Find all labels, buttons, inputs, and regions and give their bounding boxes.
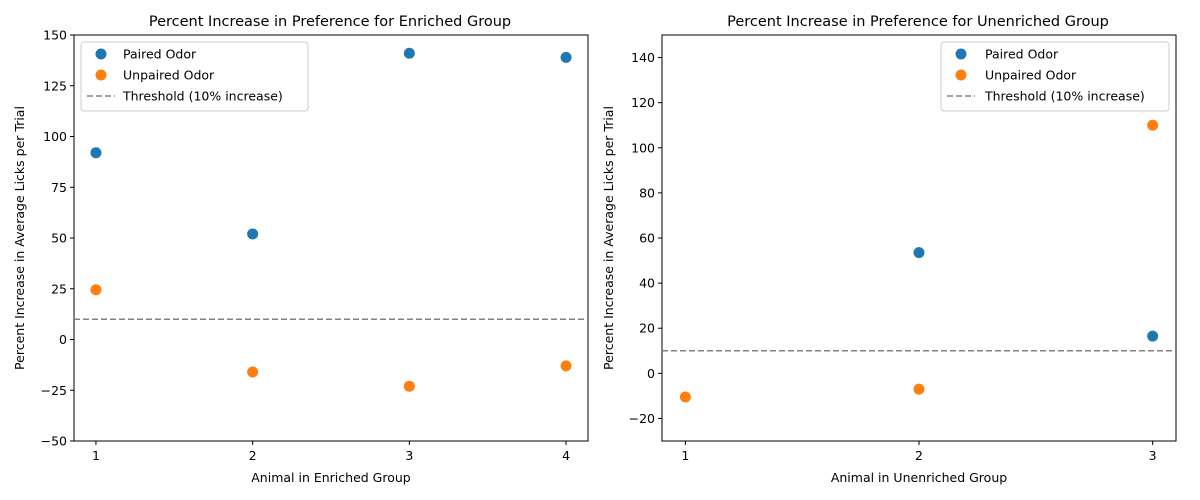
legend-marker-unpaired-odor (955, 69, 967, 81)
legend-box (80, 41, 309, 112)
x-tick-label: 3 (405, 448, 413, 463)
y-tick-label: 140 (631, 50, 655, 65)
unenriched-group-chart: Percent Increase in Preference for Unenr… (601, 14, 1177, 485)
point-unpaired-odor-animal-3 (1147, 119, 1159, 131)
chart-title: Percent Increase in Preference for Enric… (149, 14, 511, 30)
legend-label-unpaired-odor: Unpaired Odor (985, 68, 1077, 83)
y-tick-label: 0 (59, 332, 67, 347)
y-tick-label: 100 (631, 140, 655, 155)
x-tick-label: 2 (915, 448, 923, 463)
point-paired-odor-animal-4 (560, 51, 572, 63)
y-tick-label: 120 (631, 95, 655, 110)
y-tick-label: 125 (43, 78, 67, 93)
point-unpaired-odor-animal-2 (913, 383, 925, 395)
legend-marker-paired-odor (955, 48, 967, 60)
x-tick-label: 1 (681, 448, 689, 463)
point-unpaired-odor-animal-1 (679, 391, 691, 403)
y-tick-label: 20 (639, 321, 655, 336)
y-tick-label: 50 (51, 231, 67, 246)
y-tick-label: 25 (51, 281, 67, 296)
enriched-group-chart: Percent Increase in Preference for Enric… (12, 14, 589, 485)
legend-label-unpaired-odor: Unpaired Odor (123, 68, 215, 83)
y-tick-label: 150 (43, 28, 67, 43)
point-paired-odor-animal-2 (913, 247, 925, 259)
point-paired-odor-animal-3 (403, 47, 415, 59)
y-tick-label: 40 (639, 276, 655, 291)
legend-box (940, 41, 1170, 112)
data-points (90, 47, 572, 392)
x-tick-label: 4 (562, 448, 570, 463)
legend-label-threshold: Threshold (10% increase) (984, 89, 1145, 104)
y-tick-label: −20 (629, 411, 655, 426)
legend: Paired Odor Unpaired Odor Threshold (10%… (940, 41, 1170, 112)
y-tick-label: 80 (639, 185, 655, 200)
legend-marker-paired-odor (95, 48, 107, 60)
data-points (679, 119, 1159, 403)
legend-label-paired-odor: Paired Odor (985, 47, 1059, 62)
point-unpaired-odor-animal-4 (560, 360, 572, 372)
point-paired-odor-animal-3 (1147, 330, 1159, 342)
axis-ticks: −50 −25 0 25 50 75 100 125 150 1 2 3 4 (41, 28, 570, 464)
legend: Paired Odor Unpaired Odor Threshold (10%… (80, 41, 309, 112)
point-paired-odor-animal-2 (247, 228, 259, 240)
y-axis-label: Percent Increase in Average Licks per Tr… (12, 106, 27, 370)
y-tick-label: 75 (51, 180, 67, 195)
legend-label-paired-odor: Paired Odor (123, 47, 197, 62)
y-tick-label: 60 (639, 231, 655, 246)
point-paired-odor-animal-1 (90, 147, 102, 159)
y-tick-label: −25 (41, 383, 67, 398)
x-axis-label: Animal in Unenriched Group (831, 470, 1007, 485)
y-axis-label: Percent Increase in Average Licks per Tr… (601, 106, 616, 370)
chart-title: Percent Increase in Preference for Unenr… (727, 14, 1109, 30)
legend-label-threshold: Threshold (10% increase) (122, 89, 283, 104)
x-tick-label: 3 (1149, 448, 1157, 463)
y-tick-label: 0 (647, 366, 655, 381)
point-unpaired-odor-animal-2 (247, 366, 259, 378)
point-unpaired-odor-animal-1 (90, 284, 102, 296)
point-unpaired-odor-animal-3 (403, 380, 415, 392)
x-axis-label: Animal in Enriched Group (251, 470, 411, 485)
y-tick-label: −50 (41, 434, 67, 449)
y-tick-label: 100 (43, 129, 67, 144)
legend-marker-unpaired-odor (95, 69, 107, 81)
x-tick-label: 2 (249, 448, 257, 463)
x-tick-label: 1 (92, 448, 100, 463)
axis-ticks: −20 0 20 40 60 80 100 120 140 1 2 3 (629, 50, 1157, 463)
